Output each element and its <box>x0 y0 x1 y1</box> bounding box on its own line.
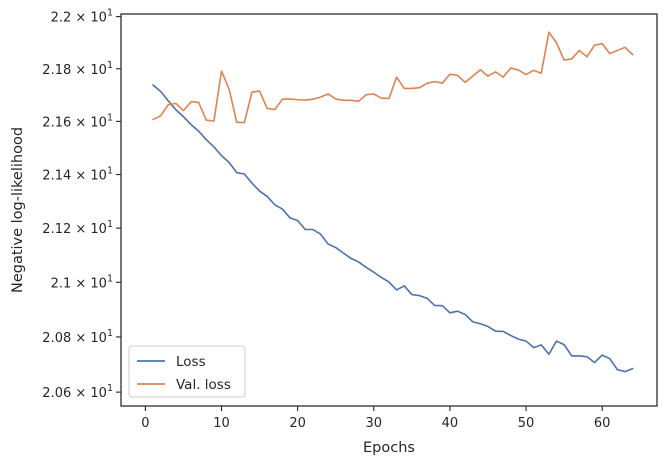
y-tick-label: 2.2 × 101 <box>51 8 113 26</box>
x-axis-label: Epochs <box>363 440 415 456</box>
legend: Loss Val. loss <box>128 345 246 398</box>
y-tick-label: 2.06 × 101 <box>42 383 113 401</box>
axes-frame <box>120 13 658 407</box>
x-tick-label: 60 <box>594 416 611 431</box>
x-axis: 0 10 20 30 40 50 60 <box>141 406 610 431</box>
y-axis: 2.06 × 101 2.08 × 101 2.1 × 101 2.12 × 101 2… <box>42 8 121 401</box>
x-tick-label: 40 <box>442 416 459 431</box>
y-tick-label: 2.18 × 101 <box>42 60 113 78</box>
series-line-val-loss <box>152 31 634 124</box>
series-line-loss <box>152 84 634 373</box>
plot-area <box>152 31 634 373</box>
x-tick-label: 50 <box>518 416 535 431</box>
y-tick-label: 2.08 × 101 <box>42 328 113 346</box>
legend-entry-label: Val. loss <box>176 377 231 393</box>
x-tick-label: 10 <box>213 416 230 431</box>
x-tick-label: 0 <box>141 416 149 431</box>
y-tick-label: 2.12 × 101 <box>42 219 113 237</box>
y-tick-label: 2.16 × 101 <box>42 112 113 130</box>
x-tick-label: 30 <box>365 416 382 431</box>
x-tick-label: 20 <box>289 416 306 431</box>
y-tick-label: 2.1 × 101 <box>51 273 113 291</box>
y-tick-label: 2.14 × 101 <box>42 166 113 184</box>
legend-entry-label: Loss <box>176 354 206 370</box>
y-axis-label: Negative log-likelihood <box>10 127 26 293</box>
